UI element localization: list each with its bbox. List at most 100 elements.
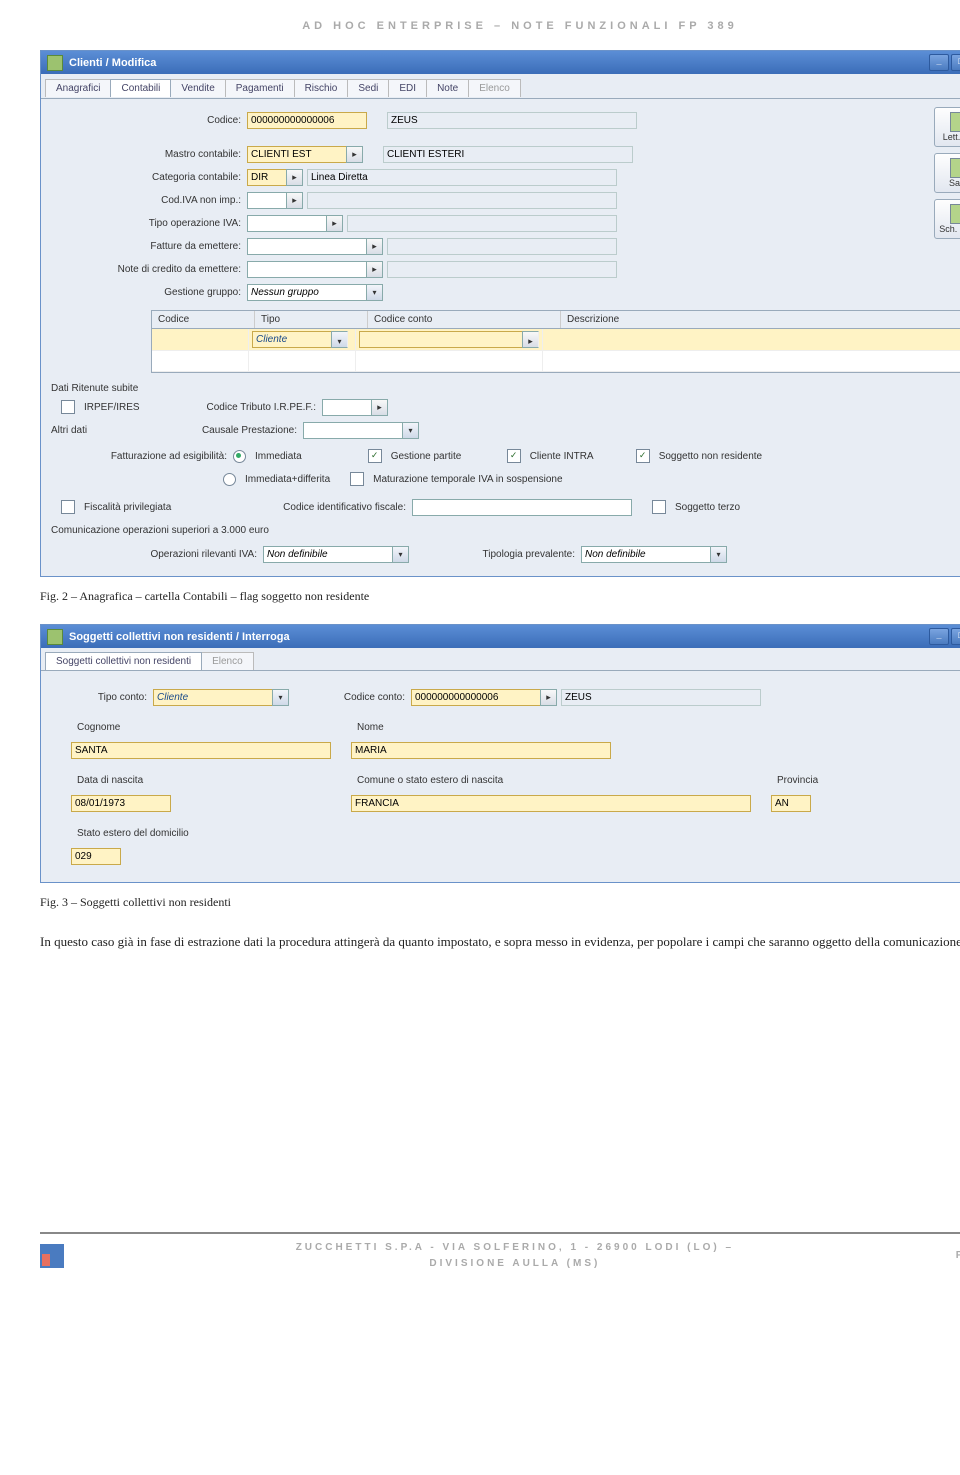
stato-input[interactable] bbox=[71, 848, 121, 865]
soggnr-check[interactable]: ✓ bbox=[636, 449, 650, 463]
grid-tipo-select[interactable] bbox=[252, 331, 332, 348]
minimize-button[interactable]: _ bbox=[929, 628, 949, 645]
irpef-checkbox[interactable] bbox=[61, 400, 75, 414]
codtrib-label: Codice Tributo I.R.PE.F.: bbox=[170, 402, 322, 413]
grid-row[interactable]: ▾ ▸ bbox=[152, 329, 960, 351]
fatture-lookup[interactable]: ▸ bbox=[366, 238, 383, 255]
btn-lett-int[interactable]: Lett. Int. bbox=[934, 107, 960, 147]
tab-bar2: Soggetti collettivi non residenti Elenco bbox=[41, 648, 960, 671]
categoria-lookup[interactable]: ▸ bbox=[286, 169, 303, 186]
tipoop-lookup[interactable]: ▸ bbox=[326, 215, 343, 232]
mastro-label: Mastro contabile: bbox=[51, 149, 247, 160]
tipprev-select[interactable] bbox=[581, 546, 711, 563]
mastro-input[interactable] bbox=[247, 146, 347, 163]
mattemp-label: Maturazione temporale IVA in sospensione bbox=[367, 474, 568, 485]
prov-input[interactable] bbox=[771, 795, 811, 812]
section-ritenute: Dati Ritenute subite bbox=[51, 383, 960, 394]
minimize-button[interactable]: _ bbox=[929, 54, 949, 71]
grid-codconto-input[interactable] bbox=[359, 331, 523, 348]
fiscpriv-label: Fiscalità privilegiata bbox=[78, 502, 230, 513]
datan-input[interactable] bbox=[71, 795, 171, 812]
codiva-label: Cod.IVA non imp.: bbox=[51, 195, 247, 206]
maximize-button[interactable]: □ bbox=[951, 628, 960, 645]
soggterzo-check[interactable] bbox=[652, 500, 666, 514]
fattesig-label: Fatturazione ad esigibilità: bbox=[51, 451, 233, 462]
tab-pagamenti[interactable]: Pagamenti bbox=[225, 79, 295, 97]
grid-codconto-lookup[interactable]: ▸ bbox=[522, 331, 539, 348]
tab-elenco[interactable]: Elenco bbox=[468, 79, 521, 97]
codconto-input[interactable] bbox=[411, 689, 541, 706]
section-altri: Altri dati bbox=[51, 425, 111, 436]
notecr-lookup[interactable]: ▸ bbox=[366, 261, 383, 278]
cognome-input[interactable] bbox=[71, 742, 331, 759]
tab-contabili[interactable]: Contabili bbox=[110, 79, 171, 97]
fatture-desc bbox=[387, 238, 617, 255]
fatture-input[interactable] bbox=[247, 238, 367, 255]
nome-input[interactable] bbox=[351, 742, 611, 759]
causpres-dd[interactable]: ▾ bbox=[402, 422, 419, 439]
grid-col-codconto: Codice conto bbox=[368, 311, 561, 328]
page-header: AD HOC ENTERPRISE – NOTE FUNZIONALI FP 3… bbox=[40, 20, 960, 32]
notecr-input[interactable] bbox=[247, 261, 367, 278]
immdiff-radio[interactable] bbox=[223, 473, 236, 486]
codtrib-lookup[interactable]: ▸ bbox=[371, 399, 388, 416]
mattemp-check[interactable] bbox=[350, 472, 364, 486]
tipprev-dd[interactable]: ▾ bbox=[710, 546, 727, 563]
clintra-label: Cliente INTRA bbox=[524, 451, 636, 462]
tipoconto-dd[interactable]: ▾ bbox=[272, 689, 289, 706]
immediata-label: Immediata bbox=[249, 451, 308, 462]
codconto-lookup[interactable]: ▸ bbox=[540, 689, 557, 706]
grid-col-codice: Codice bbox=[152, 311, 255, 328]
opril-label: Operazioni rilevanti IVA: bbox=[51, 549, 263, 560]
codtrib-input[interactable] bbox=[322, 399, 372, 416]
grid-col-descr: Descrizione bbox=[561, 311, 960, 328]
comune-input[interactable] bbox=[351, 795, 751, 812]
soggnr-label: Soggetto non residente bbox=[653, 451, 768, 462]
btn-saldi[interactable]: Saldi bbox=[934, 153, 960, 193]
window-title2: Soggetti collettivi non residenti / Inte… bbox=[69, 631, 929, 643]
tab-sedi[interactable]: Sedi bbox=[347, 79, 389, 97]
tab-vendite[interactable]: Vendite bbox=[170, 79, 225, 97]
opril-dd[interactable]: ▾ bbox=[392, 546, 409, 563]
footer-line2: DIVISIONE AULLA (MS) bbox=[74, 1256, 956, 1272]
clintra-check[interactable]: ✓ bbox=[507, 449, 521, 463]
categoria-input[interactable] bbox=[247, 169, 287, 186]
tab-edi[interactable]: EDI bbox=[388, 79, 427, 97]
maximize-button[interactable]: □ bbox=[951, 54, 960, 71]
fatture-label: Fatture da emettere: bbox=[51, 241, 247, 252]
tab-note[interactable]: Note bbox=[426, 79, 469, 97]
window-soggetti: Soggetti collettivi non residenti / Inte… bbox=[40, 624, 960, 883]
mastro-lookup[interactable]: ▸ bbox=[346, 146, 363, 163]
datan-label: Data di nascita bbox=[71, 775, 351, 786]
notecr-label: Note di credito da emettere: bbox=[51, 264, 247, 275]
nome-label: Nome bbox=[351, 722, 390, 733]
tipprev-label: Tipologia prevalente: bbox=[409, 549, 581, 560]
tipoop-desc bbox=[347, 215, 617, 232]
codice-input[interactable] bbox=[247, 112, 367, 129]
codidf-input[interactable] bbox=[412, 499, 632, 516]
tipoconto-label: Tipo conto: bbox=[51, 692, 153, 703]
causpres-input[interactable] bbox=[303, 422, 403, 439]
footer-line1: ZUCCHETTI S.P.A - VIA SOLFERINO, 1 - 269… bbox=[74, 1240, 956, 1256]
codiva-input[interactable] bbox=[247, 192, 287, 209]
titlebar: Clienti / Modifica _ □ × bbox=[41, 51, 960, 74]
gestpart-check[interactable]: ✓ bbox=[368, 449, 382, 463]
codice-label: Codice: bbox=[51, 115, 247, 126]
tab-elenco2[interactable]: Elenco bbox=[201, 652, 254, 670]
gestgrp-select[interactable] bbox=[247, 284, 367, 301]
btn-sch-cont[interactable]: Sch. Cont bbox=[934, 199, 960, 239]
gestgrp-dropdown[interactable]: ▾ bbox=[366, 284, 383, 301]
tipoconto-select[interactable] bbox=[153, 689, 273, 706]
tipoop-input[interactable] bbox=[247, 215, 327, 232]
immediata-radio[interactable] bbox=[233, 450, 246, 463]
fiscpriv-check[interactable] bbox=[61, 500, 75, 514]
tab-soggetti[interactable]: Soggetti collettivi non residenti bbox=[45, 652, 202, 670]
tab-anagrafici[interactable]: Anagrafici bbox=[45, 79, 111, 97]
codiva-lookup[interactable]: ▸ bbox=[286, 192, 303, 209]
opril-select[interactable] bbox=[263, 546, 393, 563]
grid-tipo-dd[interactable]: ▾ bbox=[331, 331, 348, 348]
tab-rischio[interactable]: Rischio bbox=[294, 79, 349, 97]
categoria-label: Categoria contabile: bbox=[51, 172, 247, 183]
codconto-desc bbox=[561, 689, 761, 706]
tab-bar: Anagrafici Contabili Vendite Pagamenti R… bbox=[41, 74, 960, 99]
